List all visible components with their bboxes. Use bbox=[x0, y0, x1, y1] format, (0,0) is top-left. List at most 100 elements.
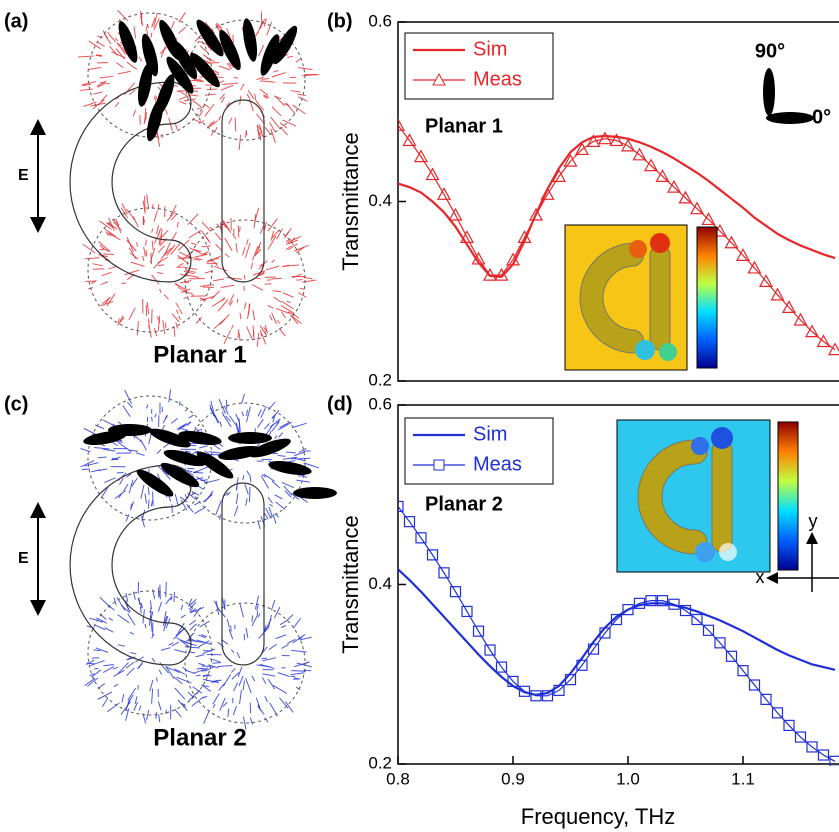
field-vector bbox=[77, 55, 94, 58]
field-vector bbox=[203, 709, 210, 724]
marker bbox=[574, 142, 590, 156]
field-vector bbox=[82, 83, 92, 87]
field-vector bbox=[230, 324, 234, 330]
y-axis-label: Transmittance bbox=[338, 132, 363, 271]
field-vector bbox=[140, 484, 145, 499]
field-vector bbox=[196, 476, 208, 484]
field-vector bbox=[287, 55, 294, 58]
plot-area bbox=[398, 500, 839, 766]
field-vector bbox=[183, 641, 197, 647]
field-vector bbox=[125, 661, 135, 669]
field-vector bbox=[178, 12, 187, 23]
marker bbox=[472, 625, 485, 637]
field-vector bbox=[286, 638, 296, 644]
field-vector bbox=[117, 318, 120, 323]
field-vector bbox=[118, 442, 132, 453]
field-vector bbox=[293, 451, 306, 457]
field-vector bbox=[246, 409, 248, 417]
field-vector bbox=[259, 131, 262, 141]
field-vector bbox=[171, 232, 177, 241]
polarization-ellipse bbox=[219, 29, 241, 71]
field-vector bbox=[170, 418, 178, 424]
y-tick-label: 0.4 bbox=[368, 574, 392, 593]
field-vector bbox=[215, 244, 223, 251]
field-vector bbox=[127, 613, 136, 626]
field-vector bbox=[147, 499, 150, 509]
field-vector bbox=[133, 26, 137, 39]
field-vector bbox=[102, 248, 111, 253]
marker bbox=[449, 586, 462, 598]
field-vector bbox=[211, 120, 215, 125]
field-vector bbox=[120, 701, 131, 715]
field-vector bbox=[257, 613, 261, 618]
field-vector bbox=[270, 230, 275, 241]
marker bbox=[679, 604, 692, 617]
field-vector bbox=[251, 615, 258, 627]
marker bbox=[760, 693, 772, 705]
field-vector bbox=[280, 625, 287, 628]
field-vector bbox=[180, 499, 188, 511]
field-vector bbox=[284, 228, 292, 239]
field-vector bbox=[204, 93, 216, 96]
field-vector bbox=[89, 660, 105, 667]
x-tick-label: 0.8 bbox=[386, 769, 410, 788]
field-vector bbox=[175, 322, 179, 329]
field-vector bbox=[246, 406, 251, 422]
field-vector bbox=[265, 508, 272, 519]
field-vector bbox=[165, 666, 180, 674]
field-vector bbox=[205, 84, 213, 86]
field-vector bbox=[269, 503, 274, 507]
marker bbox=[678, 190, 693, 204]
field-vector bbox=[239, 312, 242, 320]
field-vector bbox=[227, 708, 230, 718]
field-vector bbox=[273, 95, 282, 100]
field-vector bbox=[252, 309, 256, 321]
field-vector bbox=[222, 220, 232, 233]
field-vector bbox=[134, 696, 138, 704]
marker bbox=[540, 187, 555, 200]
field-vector bbox=[230, 649, 235, 654]
field-vector bbox=[150, 252, 153, 265]
field-vector bbox=[290, 90, 301, 93]
field-vector bbox=[229, 415, 238, 427]
field-vector bbox=[83, 101, 97, 108]
field-vector bbox=[198, 634, 206, 639]
marker bbox=[459, 230, 475, 243]
field-vector bbox=[241, 393, 246, 404]
marker bbox=[505, 252, 521, 266]
field-vector bbox=[114, 37, 119, 42]
annotation: Planar 1 bbox=[425, 115, 503, 137]
field-vector bbox=[199, 295, 215, 301]
field-vector bbox=[204, 666, 215, 672]
field-vector bbox=[251, 675, 256, 682]
marker bbox=[632, 147, 647, 161]
field-vector bbox=[170, 21, 175, 29]
field-vector bbox=[275, 501, 286, 510]
legend-marker bbox=[433, 459, 445, 471]
field-vector bbox=[257, 419, 264, 428]
legend-label: Sim bbox=[473, 423, 507, 445]
field-vector bbox=[140, 439, 147, 451]
field-vector bbox=[271, 312, 278, 325]
field-vector bbox=[174, 649, 187, 654]
field-vector bbox=[99, 220, 112, 230]
field-vector bbox=[245, 627, 249, 639]
field-vector bbox=[117, 70, 131, 75]
field-vector bbox=[256, 605, 259, 611]
field-vector bbox=[126, 239, 137, 252]
field-vector bbox=[292, 633, 306, 644]
field-vector bbox=[97, 456, 107, 459]
field-vector bbox=[284, 490, 292, 498]
orientation-icon bbox=[763, 68, 814, 124]
field-vector bbox=[252, 270, 266, 276]
field-vector bbox=[198, 662, 205, 666]
polarization-ellipse bbox=[141, 33, 159, 77]
marker bbox=[436, 187, 452, 200]
field-vector bbox=[270, 599, 276, 611]
field-vector bbox=[199, 284, 214, 287]
field-vector bbox=[161, 229, 169, 238]
field-vector bbox=[234, 117, 237, 132]
field-vector bbox=[267, 614, 272, 629]
polarization-ellipse bbox=[218, 445, 262, 461]
polarization-ellipse bbox=[163, 449, 207, 467]
